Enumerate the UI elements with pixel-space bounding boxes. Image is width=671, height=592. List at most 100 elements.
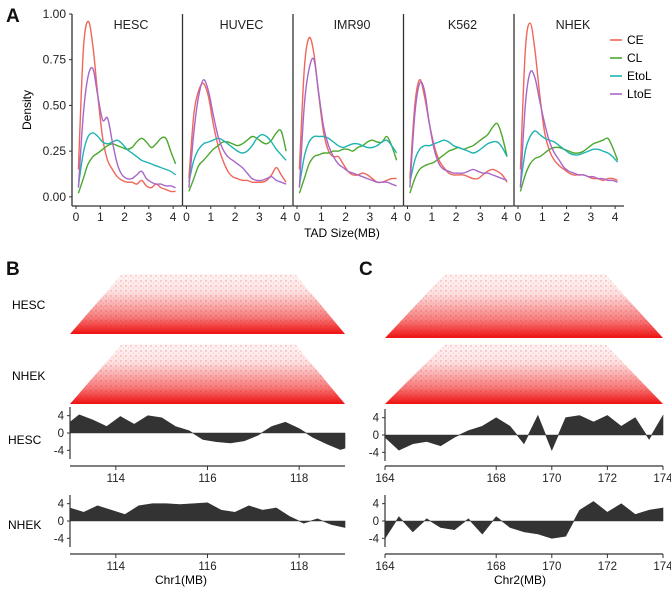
heatmap-label-b-nhek: NHEK [12,369,45,383]
density-x-tick-label: 0 [183,210,190,224]
density-line-ce [77,20,176,193]
track-y-tick-label: 4 [373,499,380,511]
track-y-tick-label: 4 [373,413,380,425]
track-label-b-hesc: HESC [8,433,42,447]
panel-label-a: A [6,6,20,27]
density-x-tick-label: 4 [501,210,508,224]
density-line-ltoe [409,81,508,188]
density-y-tick-label: 0.00 [43,190,67,204]
legend-label-cl: CL [627,51,643,65]
track-x-tick-label: 174 [653,473,671,485]
density-x-tick-label: 1 [539,210,546,224]
density-x-tick-label: 4 [612,210,619,224]
facet-title: IMR90 [334,18,371,32]
track-y-tick-label: -4 [369,447,380,459]
track-area-nhek [384,501,664,540]
density-x-tick-label: 1 [428,210,435,224]
density-line-ce [519,22,618,182]
density-line-ltoe [519,70,618,188]
density-chart: 0.00 0.25 0.50 0.75 1.00 HESC 0 1 2 3 4 HUVEC 0 1 2 3 4 I… [43,7,624,224]
density-x-tick-label: 4 [391,210,398,224]
density-x-tick-label: 0 [294,210,301,224]
x-axis-label-chr1: Chr1(MB) [155,573,207,587]
density-line-etol [298,135,398,187]
track-x-tick-label: 174 [653,561,671,573]
density-line-etol [77,132,177,187]
density-line-cl [409,122,508,194]
hic-heatmap-c-hesc [385,274,663,338]
track-y-tick-label: 0 [373,430,379,442]
track-y-tick-label: -4 [369,533,380,545]
track-x-tick-label: 118 [290,561,308,573]
density-line-ltoe [77,66,176,189]
density-line-cl [188,129,287,192]
facet-title: HUVEC [220,18,264,32]
density-x-tick-label: 4 [170,210,177,224]
facet-title: HESC [114,18,149,32]
track-y-tick-label: -4 [54,445,65,457]
track-x-tick-label: 172 [598,561,617,573]
hic-heatmap-b-hesc [70,274,345,334]
density-line-cl [519,137,619,192]
density-line-etol [188,133,287,183]
track-y-tick-label: -4 [54,533,65,545]
density-x-tick-label: 3 [477,210,484,224]
density-x-tick-label: 1 [207,210,214,224]
track-x-tick-label: 172 [598,473,617,485]
density-x-tick-label: 1 [318,210,325,224]
track-x-tick-label: 116 [198,473,216,485]
track-x-tick-label: 164 [375,473,395,485]
track-x-tick-label: 168 [487,473,506,485]
density-x-tick-label: 4 [280,210,287,224]
track-x-tick-label: 114 [107,561,126,573]
hic-heatmap-b-nhek [70,344,345,404]
panel-label-b: B [6,259,20,280]
track-x-tick-label: 168 [487,561,506,573]
density-y-tick-label: 0.50 [43,98,67,112]
track-area-hesc [384,414,664,451]
legend-label-ltoe: LtoE [627,87,652,101]
density-x-tick-label: 2 [121,210,128,224]
panel-label-c: C [359,259,373,280]
density-y-axis-label: Density [20,90,34,130]
density-y-tick-label: 0.75 [43,53,67,67]
x-axis-label-chr2: Chr2(MB) [494,573,546,587]
track-x-tick-label: 114 [107,473,126,485]
density-x-tick-label: 2 [453,210,460,224]
density-line-ltoe [298,57,397,188]
density-y-tick-label: 1.00 [43,7,67,21]
density-line-ltoe [188,79,287,188]
heatmap-label-b-hesc: HESC [12,298,46,312]
density-line-etol [519,130,619,186]
track-x-tick-label: 118 [290,473,308,485]
track-label-b-nhek: NHEK [8,518,41,532]
track-y-tick-label: 4 [58,411,65,423]
hic-heatmap-c-nhek [385,344,663,404]
density-legend: CE CL EtoL LtoE [610,33,652,101]
density-x-tick-label: 1 [97,210,104,224]
density-x-axis-label: TAD Size(MB) [304,226,380,240]
density-y-tick-label: 0.25 [43,144,67,158]
density-x-tick-label: 0 [73,210,80,224]
track-y-tick-label: 0 [58,516,64,528]
density-line-ce [409,79,508,183]
density-x-tick-label: 3 [367,210,374,224]
track-area-nhek [69,502,346,528]
track-x-tick-label: 164 [375,561,395,573]
density-x-tick-label: 3 [588,210,595,224]
tracks-chart-c: 4 0 -4 4 0 -4 164 168 170 172 174 164 168 170 172 174 [369,409,671,573]
density-line-ce [188,82,287,184]
track-y-tick-label: 4 [58,499,65,511]
facet-title: NHEK [556,18,591,32]
density-x-tick-label: 2 [232,210,239,224]
density-x-tick-label: 2 [563,210,570,224]
track-y-tick-label: 0 [373,516,379,528]
density-x-tick-label: 3 [146,210,153,224]
density-x-tick-label: 0 [404,210,411,224]
density-x-tick-label: 0 [515,210,522,224]
track-x-tick-label: 170 [542,561,561,573]
legend-label-etol: EtoL [627,69,652,83]
facet-title: K562 [448,18,477,32]
track-y-tick-label: 0 [58,428,64,440]
